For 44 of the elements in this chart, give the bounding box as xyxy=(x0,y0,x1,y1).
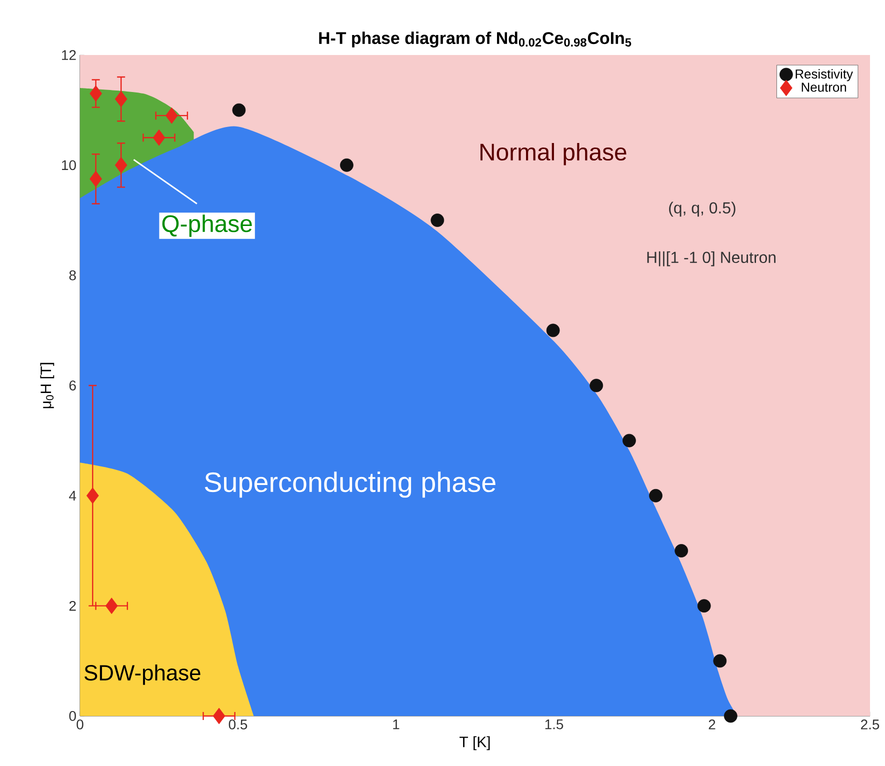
annotation: Superconducting phase xyxy=(204,472,496,498)
point xyxy=(649,488,662,502)
point xyxy=(86,487,99,504)
point xyxy=(713,654,727,668)
x-axis-title: T [K] xyxy=(460,736,490,750)
y-tick-label: 10 xyxy=(62,160,76,170)
y-tick-label: 12 xyxy=(62,50,76,60)
chart-title: H-T phase diagram of Nd$_{0.02}$Ce$_{0.98}$CoIn$_{5}$ xyxy=(319,32,632,48)
point xyxy=(105,598,118,614)
point xyxy=(165,107,178,124)
point xyxy=(546,324,560,338)
y-axis-title: μ$_{0}$H [T] xyxy=(40,362,54,408)
annotation: Normal phase xyxy=(480,143,626,166)
annotation: SDW-phase xyxy=(84,664,200,685)
point xyxy=(212,708,226,724)
point xyxy=(114,90,128,108)
point xyxy=(622,434,636,448)
x-tick-label: 0 xyxy=(76,720,84,730)
point xyxy=(724,709,738,723)
x-tick-label: 2 xyxy=(708,720,716,730)
point xyxy=(340,158,354,172)
annotation: Q-phase xyxy=(162,214,252,237)
x-tick-label: 2.5 xyxy=(861,720,880,730)
y-tick-label: 4 xyxy=(69,490,76,500)
point xyxy=(674,544,688,558)
annotation: H||[1 -1 0] Neutron xyxy=(647,251,776,266)
point xyxy=(152,129,166,146)
x-tick-label: 1.5 xyxy=(545,720,564,730)
y-tick-label: 0 xyxy=(69,711,76,721)
point xyxy=(697,599,711,613)
y-tick-label: 2 xyxy=(69,600,76,611)
legend-label: Neutron xyxy=(802,82,846,92)
point xyxy=(90,85,102,102)
point xyxy=(590,378,604,392)
y-tick-label: 8 xyxy=(69,270,76,280)
x-tick-label: 0.5 xyxy=(228,720,248,730)
point xyxy=(114,156,128,174)
point xyxy=(430,214,444,227)
point xyxy=(232,103,246,117)
annotation: (q, q, 0.5) xyxy=(669,202,736,217)
y-tick-label: 6 xyxy=(69,380,76,390)
point xyxy=(90,170,102,188)
x-tick-label: 1 xyxy=(393,720,400,730)
legend-label: Resistivity xyxy=(796,69,853,82)
